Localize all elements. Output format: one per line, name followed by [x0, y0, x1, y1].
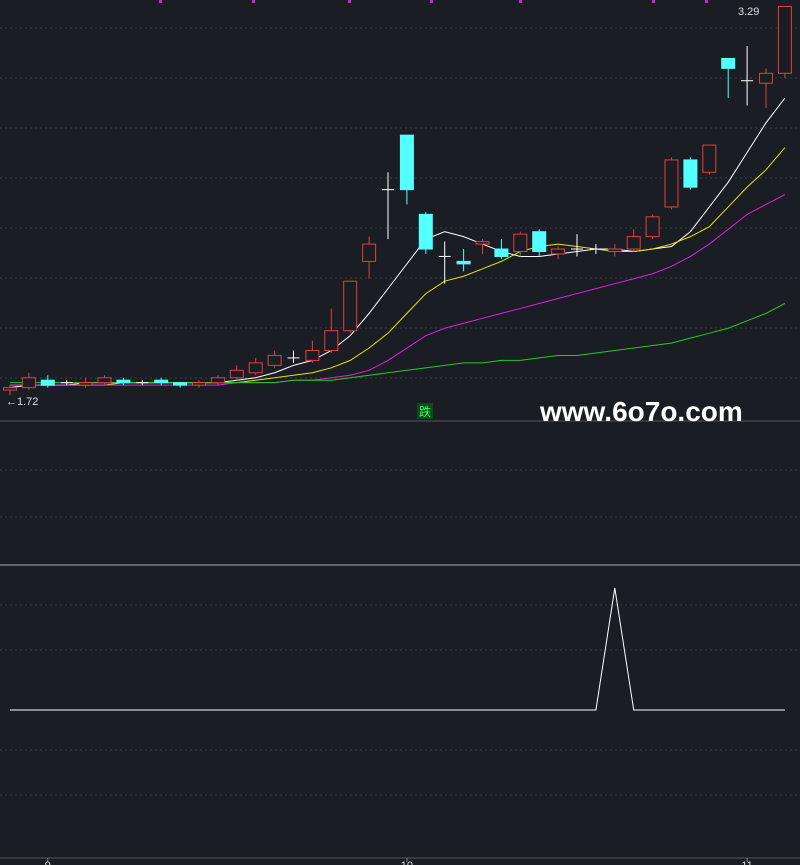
candle-body — [229, 369, 244, 379]
candle-body — [324, 330, 339, 352]
candle-body — [626, 236, 641, 250]
candle-body — [21, 377, 36, 389]
candle-body — [305, 350, 320, 361]
candle-body — [702, 144, 717, 173]
candle-body — [664, 159, 679, 208]
candle-body — [192, 382, 206, 386]
candle-body — [532, 231, 547, 252]
candle-body — [777, 5, 792, 74]
x-tick-label: 9 — [45, 860, 51, 865]
low-label: ←1.72 — [6, 396, 38, 408]
candle-body — [456, 260, 471, 265]
candle-body — [494, 248, 509, 257]
candle-body — [683, 159, 698, 188]
x-tick-label: 11 — [741, 860, 752, 865]
candle-body — [78, 382, 93, 386]
watermark: www.6o7o.com — [539, 396, 743, 427]
signal-box — [417, 403, 433, 419]
signal-label: 跌 — [419, 404, 431, 419]
top-dots — [159, 0, 708, 3]
high-label: 3.29 — [738, 6, 759, 18]
candle-body — [551, 248, 566, 255]
indicator-line — [10, 587, 785, 711]
candle-body — [248, 362, 263, 374]
candle-body — [607, 248, 622, 252]
candle-body — [3, 387, 17, 391]
candle-body — [116, 379, 131, 384]
candle-body — [343, 280, 358, 332]
candle-body — [513, 233, 528, 253]
candle-body — [721, 57, 736, 69]
candle-body — [362, 243, 377, 262]
candle-body — [399, 134, 414, 191]
candle-body — [40, 379, 55, 386]
candle-body — [173, 382, 188, 386]
candle-body — [267, 354, 282, 366]
candle-body — [759, 72, 773, 84]
candle-body — [418, 213, 433, 250]
candle-body — [210, 377, 225, 384]
candle-body — [97, 377, 112, 384]
candle-body — [645, 216, 660, 238]
moving-average — [10, 194, 786, 386]
candle-body — [475, 241, 490, 245]
candle-body — [154, 379, 169, 384]
x-tick-label: 10 — [401, 860, 413, 865]
